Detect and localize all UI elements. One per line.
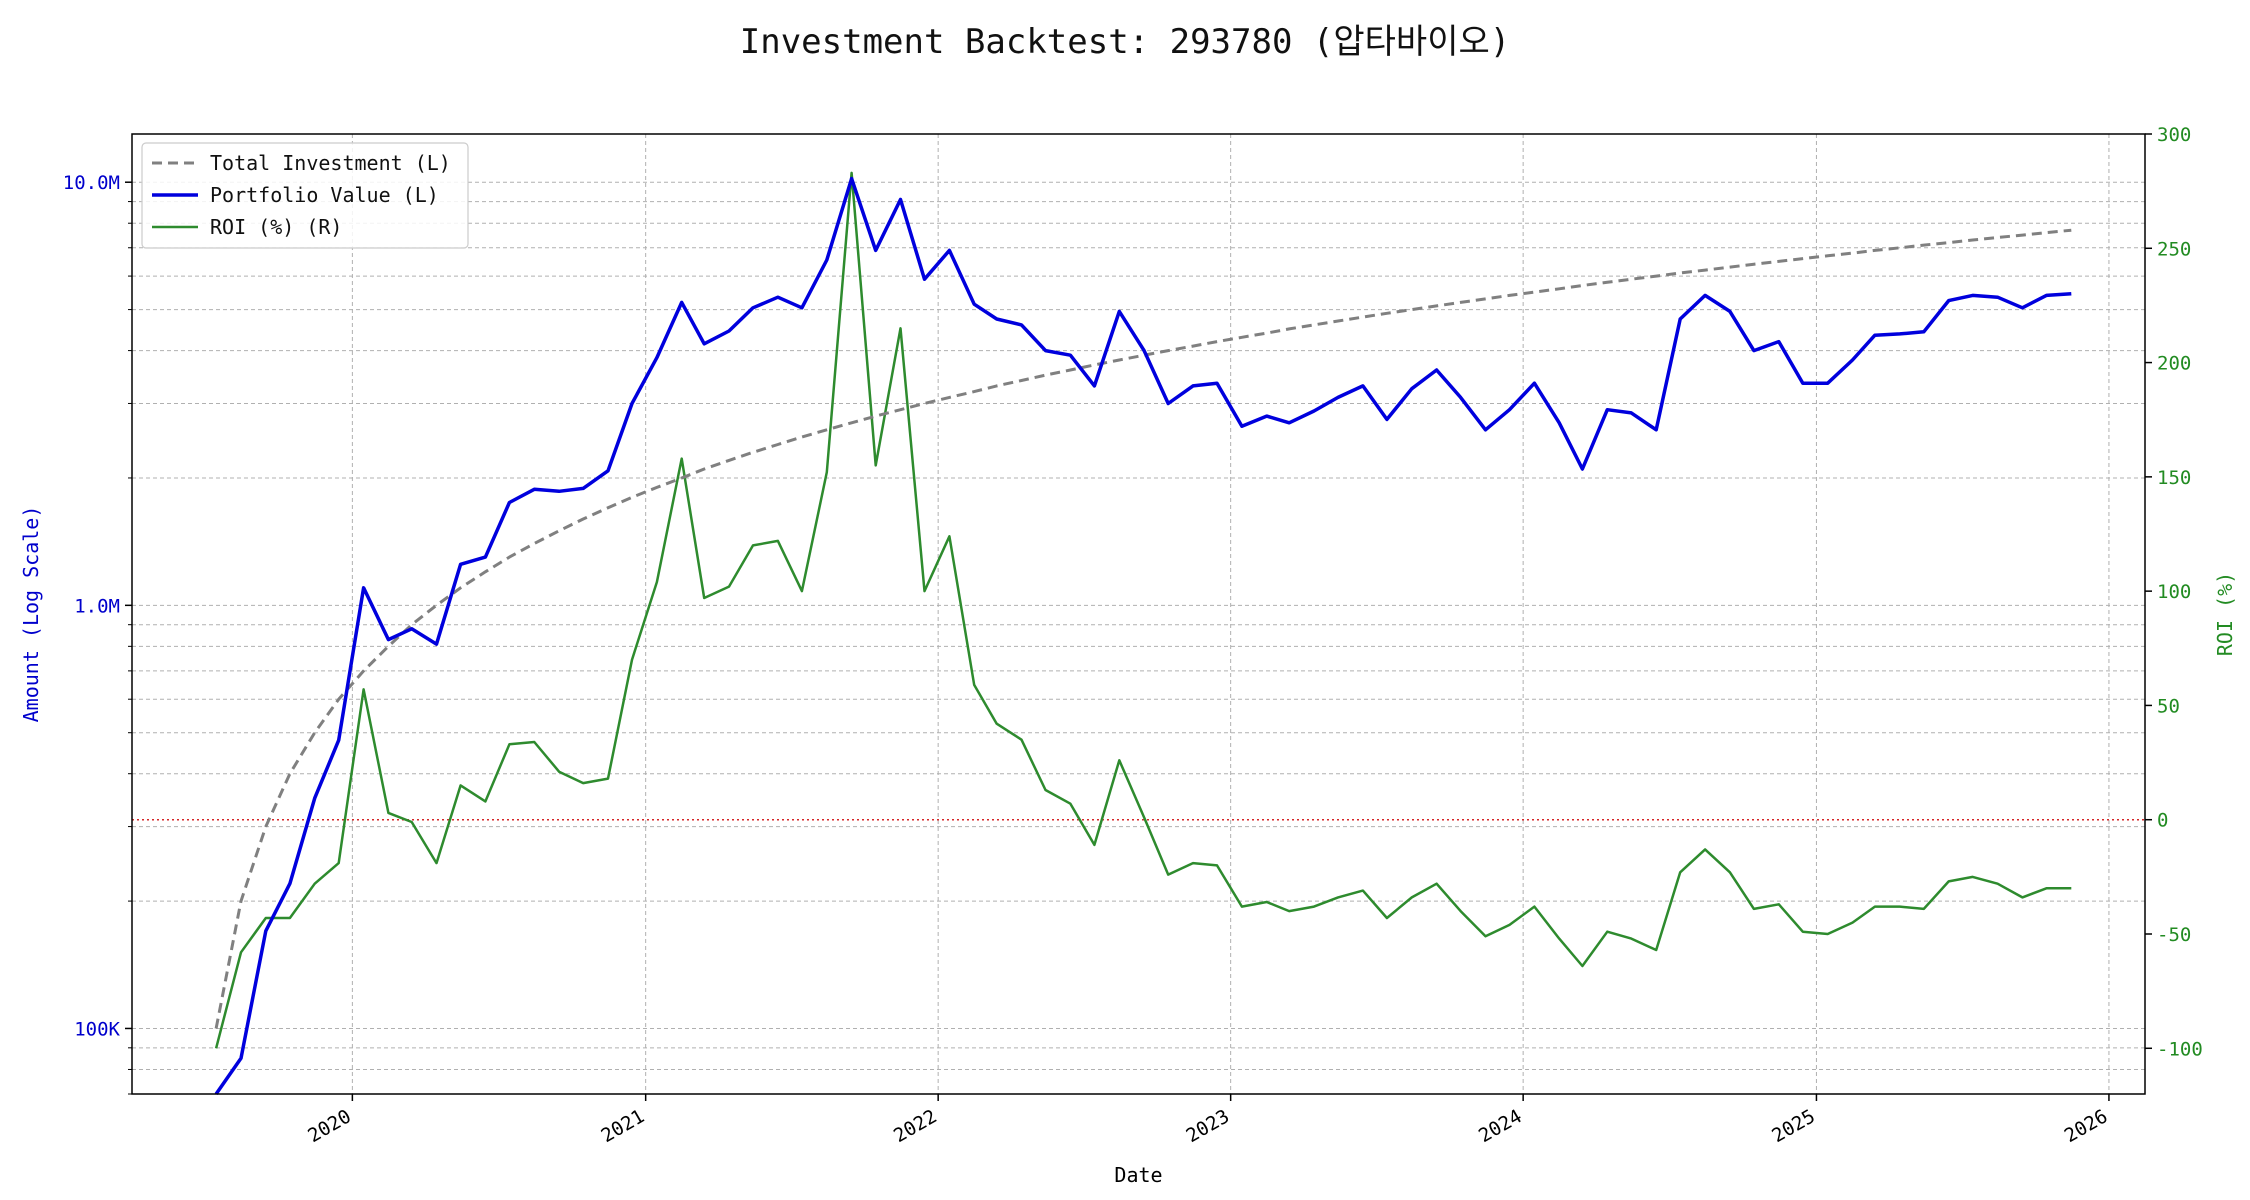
x-tick-label: 2026 — [2061, 1105, 2112, 1147]
x-tick-label: 2023 — [1183, 1105, 1234, 1147]
roi-line — [214, 171, 2072, 1049]
y-right-tick-label: 0 — [2157, 810, 2168, 832]
x-tick-label: 2025 — [1768, 1105, 1819, 1147]
y-left-tick-label: 1.0M — [74, 595, 120, 617]
chart-title: Investment Backtest: 293780 (압타바이오) — [739, 22, 1511, 62]
grid-lines — [132, 134, 2145, 1095]
legend-roi-label: ROI (%) (R) — [210, 215, 342, 239]
legend-investment-label: Total Investment (L) — [210, 151, 451, 175]
y-left-tick-label: 100K — [74, 1018, 120, 1040]
x-tick-label: 2020 — [304, 1105, 355, 1147]
y-right-axis-label: ROI (%) — [2213, 572, 2237, 656]
portfolio-value-line — [214, 176, 2072, 1096]
y-right-tick-label: 50 — [2157, 695, 2180, 717]
y-right-tick-label: 250 — [2157, 238, 2191, 260]
y-right-tick-label: -50 — [2157, 924, 2191, 946]
series-lines — [214, 171, 2072, 1096]
y-right-tick-label: 300 — [2157, 124, 2191, 146]
x-tick-label: 2022 — [890, 1105, 941, 1147]
y-left-axis-label: Amount (Log Scale) — [19, 506, 43, 723]
legend-portfolio-label: Portfolio Value (L) — [210, 183, 439, 207]
y-right-tick-label: 150 — [2157, 467, 2191, 489]
x-axis-label: Date — [1114, 1163, 1162, 1187]
plot-frame — [131, 133, 2146, 1095]
y-left-tick-label: 10.0M — [63, 172, 120, 194]
x-tick-label: 2021 — [598, 1105, 649, 1147]
x-tick-label: 2024 — [1475, 1105, 1526, 1147]
legend-box — [141, 142, 469, 249]
legend: Total Investment (L) Portfolio Value (L) R… — [141, 142, 469, 249]
y-right-tick-label: 200 — [2157, 353, 2191, 375]
y-right-tick-label: -100 — [2157, 1038, 2203, 1060]
total-investment-line — [214, 228, 2072, 1029]
y-right-tick-label: 100 — [2157, 581, 2191, 603]
